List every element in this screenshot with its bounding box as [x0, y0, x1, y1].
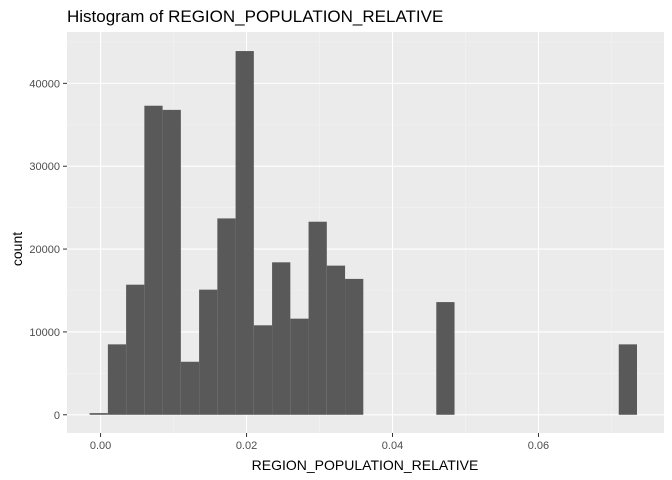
histogram-bars [89, 51, 637, 415]
y-axis-title: count [9, 232, 25, 266]
x-tick-label: 0.00 [90, 440, 111, 452]
histogram-bar [235, 51, 254, 415]
histogram-bar [326, 265, 346, 415]
histogram-bar [272, 262, 291, 415]
histogram-bar [217, 218, 236, 415]
y-tick-label: 20000 [29, 244, 60, 256]
x-tick-label: 0.04 [382, 440, 403, 452]
histogram-bar [199, 289, 218, 415]
chart-title: Histogram of REGION_POPULATION_RELATIVE [67, 7, 443, 26]
histogram-bar [253, 325, 273, 415]
y-tick-label: 0 [54, 410, 60, 422]
histogram-bar [107, 344, 127, 415]
x-axis-title: REGION_POPULATION_RELATIVE [252, 457, 479, 473]
histogram-bar [126, 284, 145, 415]
histogram-bar [162, 109, 181, 415]
histogram-bar [89, 413, 108, 415]
x-axis-ticks: 0.00 0.02 0.04 0.06 [90, 433, 549, 452]
histogram-bar [618, 344, 637, 415]
y-tick-label: 40000 [29, 78, 60, 90]
histogram-bar [436, 302, 455, 415]
y-tick-label: 10000 [29, 327, 60, 339]
x-tick-label: 0.02 [236, 440, 257, 452]
histogram-bar [345, 278, 364, 415]
y-axis-ticks: 0 10000 20000 30000 40000 [29, 78, 67, 422]
histogram-bar [290, 318, 309, 415]
histogram-bar [180, 361, 200, 415]
histogram-bar [308, 221, 327, 415]
histogram-bar [144, 105, 163, 415]
x-tick-label: 0.06 [528, 440, 549, 452]
y-tick-label: 30000 [29, 161, 60, 173]
